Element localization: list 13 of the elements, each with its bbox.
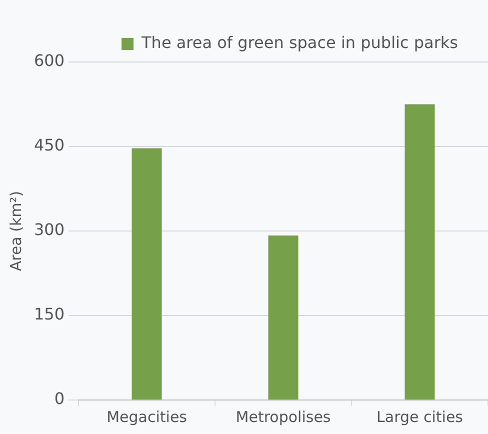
y-tick-label: 0 (54, 389, 65, 408)
y-tick-label: 450 (34, 136, 65, 155)
x-tick-label: Large cities (376, 408, 464, 426)
x-tick-label: Metropolises (236, 408, 331, 426)
bar (268, 236, 298, 400)
bar (132, 148, 162, 400)
x-tick-label: Megacities (106, 408, 188, 426)
legend-label: The area of green space in public parks (140, 33, 458, 52)
y-tick-label: 150 (34, 304, 65, 324)
y-axis-title: Area (km²) (6, 190, 25, 272)
y-tick-label: 300 (34, 220, 65, 240)
y-tick-label: 600 (34, 51, 65, 70)
bar (404, 104, 435, 400)
